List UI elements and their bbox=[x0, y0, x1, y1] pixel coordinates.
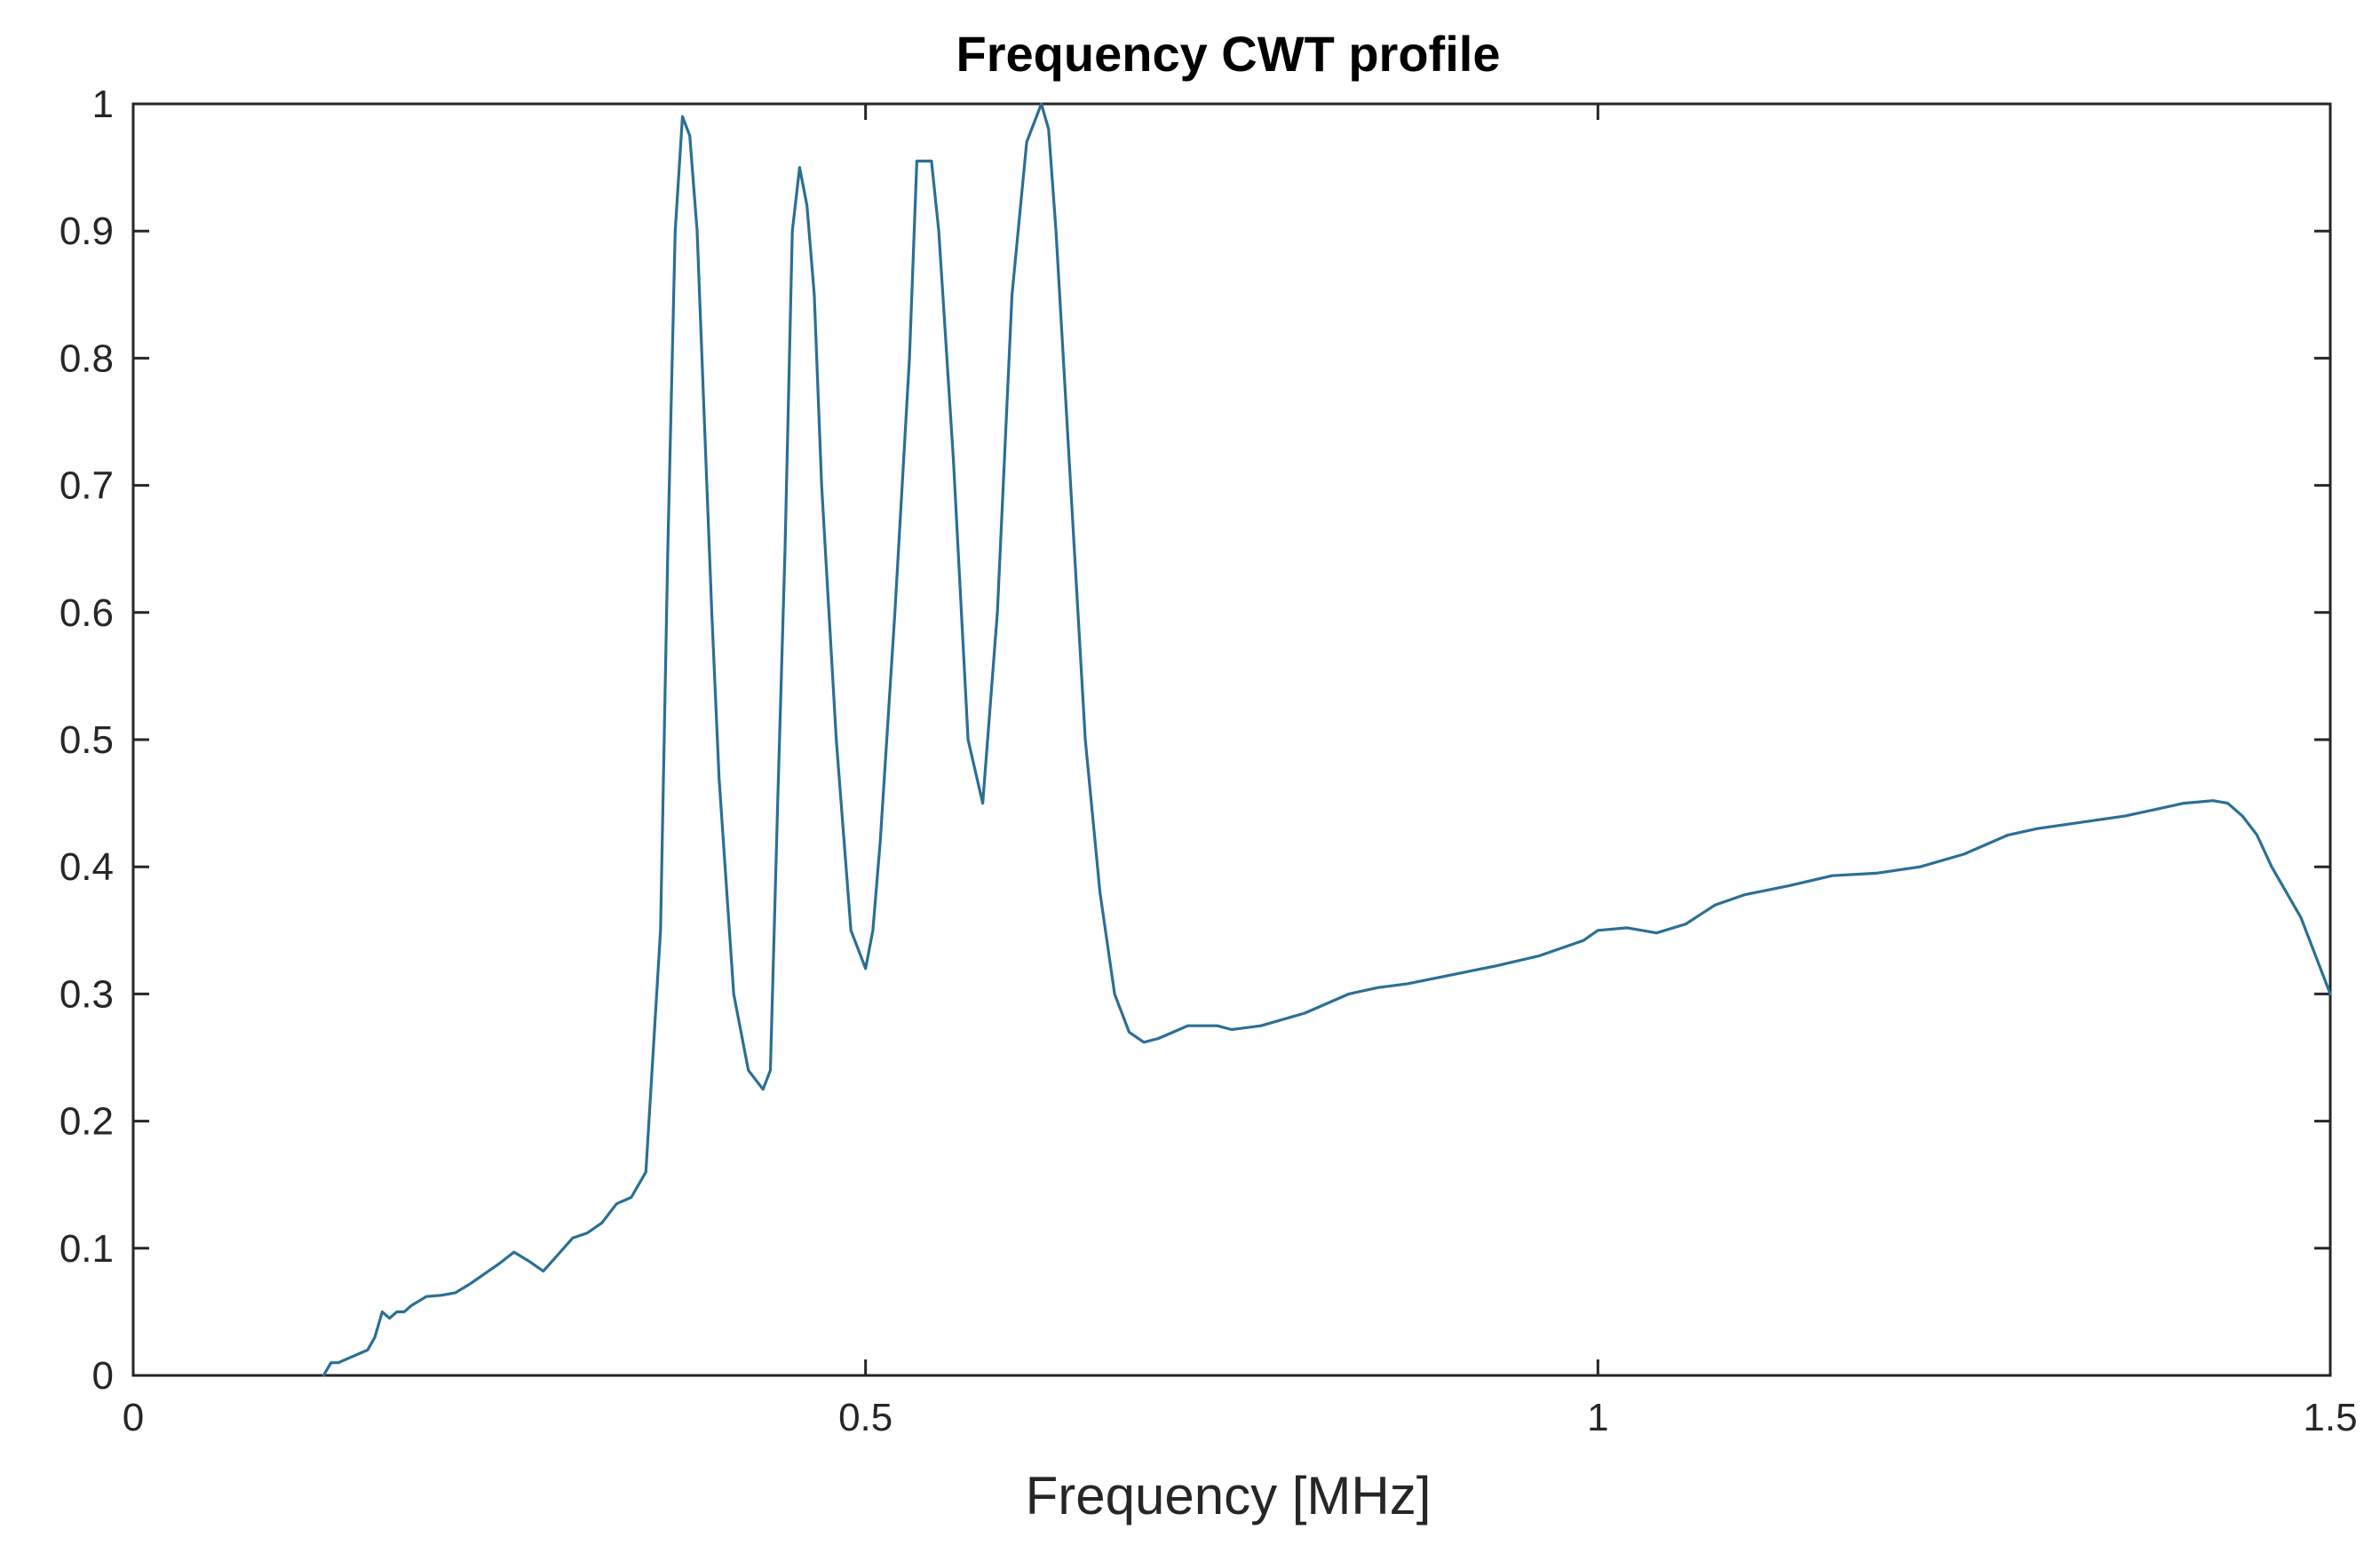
x-axis-label: Frequency [MHz] bbox=[1026, 1466, 1432, 1525]
y-tick-label: 0.7 bbox=[60, 464, 114, 508]
y-tick-label: 0.9 bbox=[60, 210, 114, 253]
y-tick-label: 0.5 bbox=[60, 718, 114, 762]
y-tick-label: 1 bbox=[92, 83, 114, 126]
x-tick-label: 1.5 bbox=[2303, 1396, 2357, 1439]
x-tick-label: 0.5 bbox=[838, 1396, 892, 1439]
series-line-cwt-profile bbox=[321, 102, 2332, 1377]
series-layer bbox=[321, 102, 2332, 1377]
x-tick-label: 1 bbox=[1587, 1396, 1608, 1439]
y-tick-label: 0.3 bbox=[60, 972, 114, 1016]
x-axis-ticks: 0 0.5 1 1.5 bbox=[123, 104, 2358, 1439]
y-tick-label: 0.8 bbox=[60, 337, 114, 380]
y-axis-ticks: 0 0.1 0.2 0.3 0.4 0.5 0.6 0.7 0.8 0.9 1 bbox=[60, 83, 2330, 1398]
plot-area-frame bbox=[131, 102, 2332, 1377]
y-tick-label: 0.2 bbox=[60, 1100, 114, 1144]
y-tick-label: 0.4 bbox=[60, 845, 114, 889]
x-tick-label: 0 bbox=[123, 1396, 144, 1439]
y-tick-label: 0 bbox=[92, 1354, 114, 1398]
chart-title: Frequency CWT profile bbox=[956, 26, 1501, 82]
y-tick-label: 0.1 bbox=[60, 1227, 114, 1271]
y-tick-label: 0.6 bbox=[60, 591, 114, 635]
